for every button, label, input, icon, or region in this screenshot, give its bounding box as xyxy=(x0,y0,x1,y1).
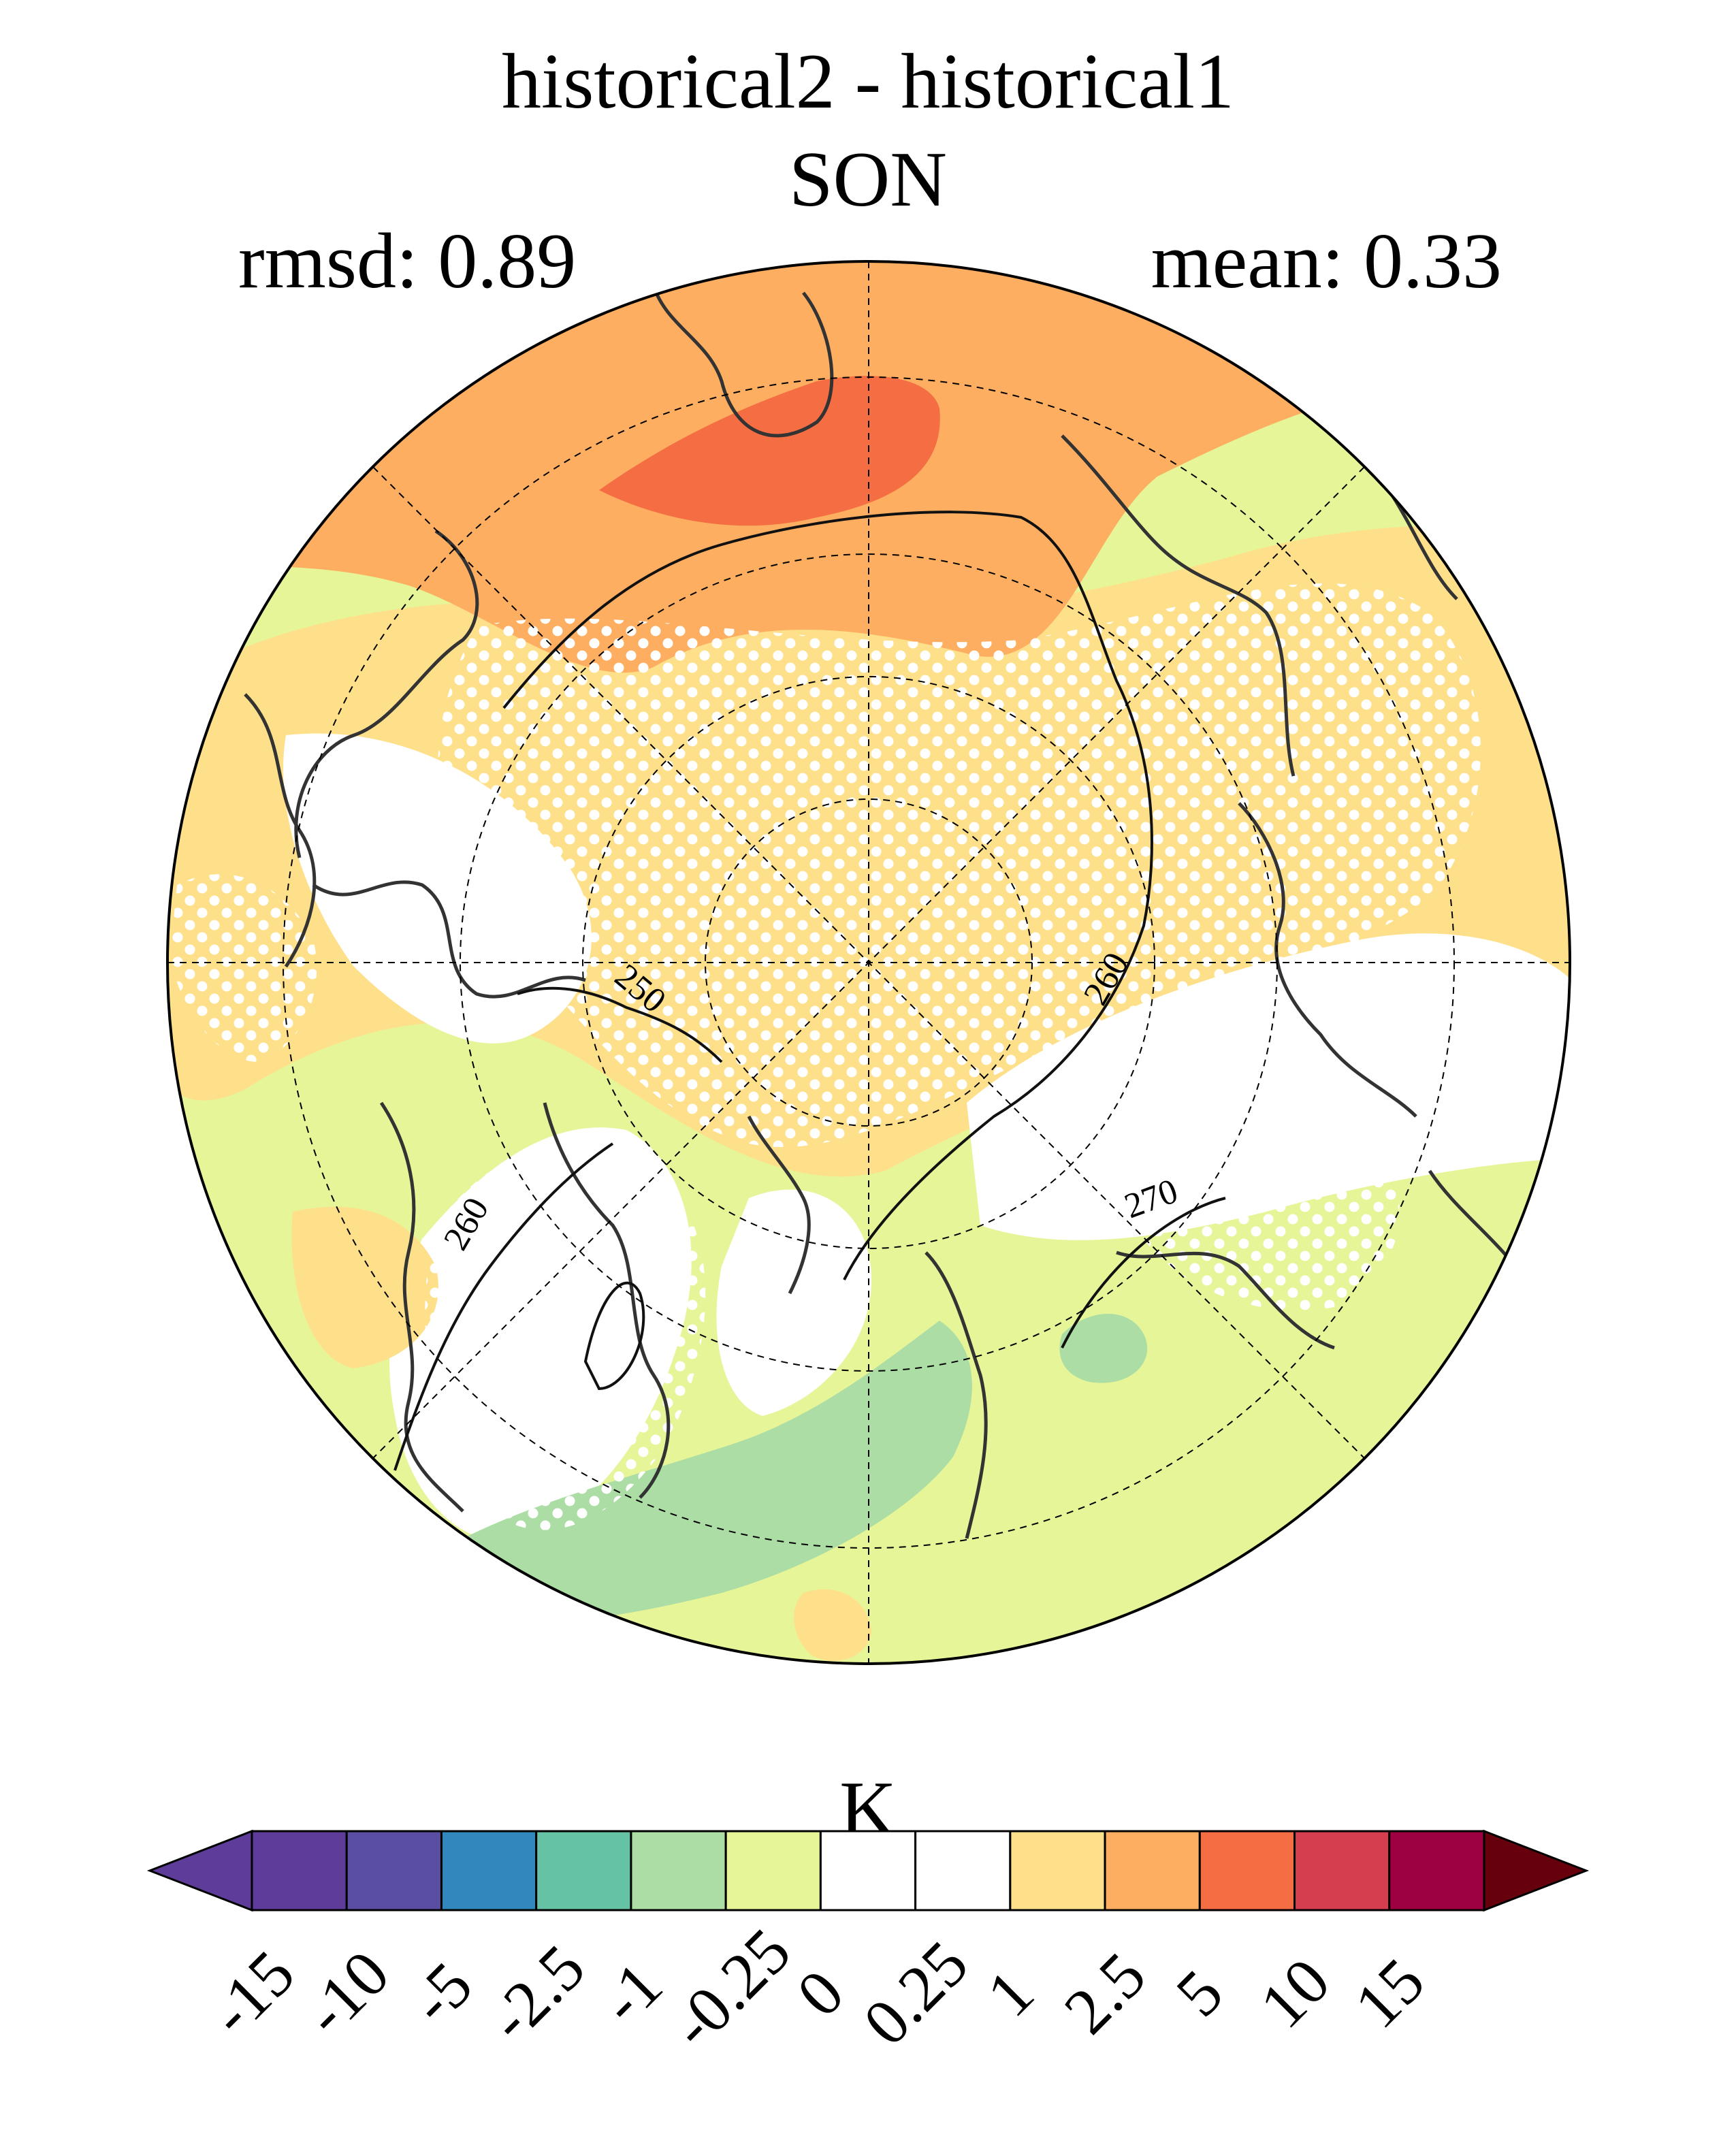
rmsd-stat: rmsd: 0.89 xyxy=(238,218,577,305)
map-border xyxy=(166,260,1571,1665)
temperature-contours xyxy=(393,511,1226,1471)
colorbar-cell xyxy=(440,1830,538,1911)
stipple-north xyxy=(438,583,1481,1147)
title-line-2: SON xyxy=(788,136,948,223)
colorbar-cell xyxy=(724,1830,822,1911)
colorbar-cell xyxy=(251,1830,348,1911)
region-dark-orange xyxy=(599,376,940,526)
colorbar-over-arrow xyxy=(1483,1829,1590,1912)
colorbar-under-arrow xyxy=(146,1829,253,1912)
mean-stat: mean: 0.33 xyxy=(1151,218,1502,305)
graticule xyxy=(167,261,1570,1664)
region-green-east xyxy=(1059,1314,1148,1383)
colorbar-cell xyxy=(1104,1830,1201,1911)
stipple-atlantic xyxy=(425,1145,706,1530)
colorbar-cell xyxy=(1388,1830,1485,1911)
colorbar-cell xyxy=(1198,1830,1296,1911)
colorbar-cell xyxy=(630,1830,727,1911)
title-line-1: historical2 - historical1 xyxy=(502,38,1234,125)
region-green-south xyxy=(463,1321,972,1621)
colorbar-cell xyxy=(914,1830,1012,1911)
colorbar-cell xyxy=(1293,1830,1391,1911)
stipple-east xyxy=(1130,1127,1400,1311)
colorbar-cell xyxy=(1009,1830,1106,1911)
region-light-orange-s xyxy=(794,1589,871,1661)
stipple-west xyxy=(170,874,317,1062)
region-white-pacific xyxy=(716,1189,871,1416)
colorbar-cell xyxy=(819,1830,917,1911)
colorbar-cell xyxy=(535,1830,632,1911)
colorbar-cell xyxy=(345,1830,443,1911)
region-light-orange-sw xyxy=(291,1206,438,1368)
